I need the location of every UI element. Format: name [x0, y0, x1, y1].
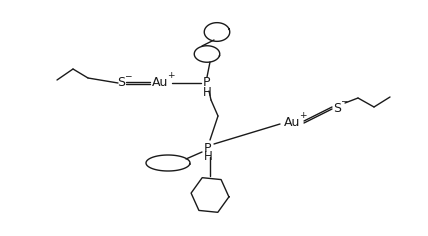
Text: H: H	[202, 85, 211, 98]
Text: −: −	[340, 97, 348, 105]
Text: +: +	[167, 72, 175, 80]
Text: +: +	[299, 110, 307, 119]
Text: Au: Au	[152, 76, 168, 89]
Text: −: −	[124, 72, 132, 80]
Text: Au: Au	[284, 115, 300, 128]
Text: P: P	[204, 142, 212, 155]
Text: S: S	[333, 101, 341, 114]
Text: P: P	[203, 76, 211, 89]
Text: S: S	[117, 76, 125, 89]
Text: H: H	[204, 151, 212, 164]
